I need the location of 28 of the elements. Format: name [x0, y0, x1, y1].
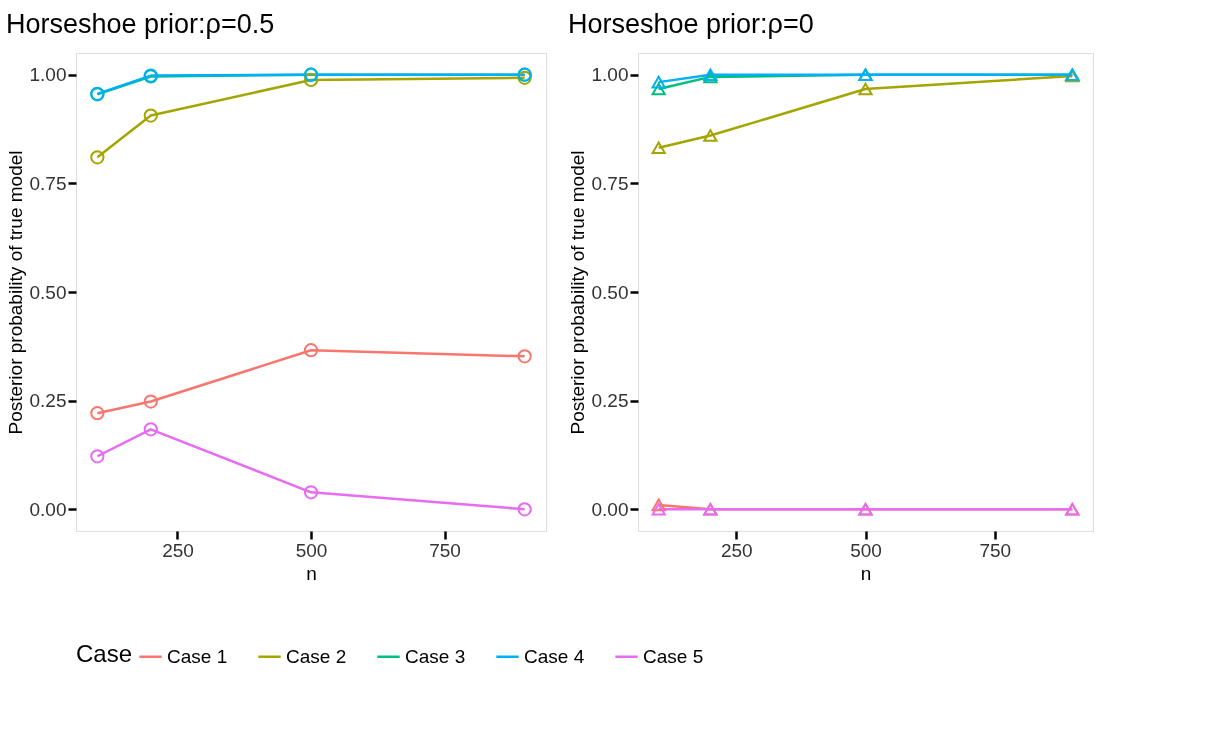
y-tick-label: 0.25	[591, 390, 629, 412]
legend-label: Case 3	[405, 645, 466, 667]
x-axis-title: n	[306, 562, 317, 584]
x-tick-label: 500	[850, 539, 882, 561]
y-tick-label: 0.00	[29, 498, 67, 520]
legend-label: Case 5	[643, 645, 704, 667]
legend-label: Case 4	[524, 645, 585, 667]
chart-title: Horseshoe prior:ρ=0	[568, 9, 814, 39]
y-tick-label: 0.00	[591, 498, 629, 520]
x-tick-label: 250	[720, 539, 753, 561]
x-tick-label: 750	[979, 539, 1012, 561]
legend-title: Case	[76, 640, 133, 667]
y-tick-label: 0.75	[591, 172, 629, 194]
y-axis-title: Posterior probability of true model	[566, 150, 588, 435]
y-tick-label: 1.00	[591, 64, 629, 86]
y-tick-label: 0.75	[29, 172, 67, 194]
y-tick-label: 1.00	[29, 64, 67, 86]
chart-title: Horseshoe prior:ρ=0.5	[6, 9, 275, 39]
x-tick-label: 750	[429, 539, 461, 561]
y-tick-label: 0.50	[591, 281, 629, 303]
legend-label: Case 2	[286, 645, 347, 667]
y-tick-label: 0.50	[29, 281, 67, 303]
y-tick-label: 0.25	[29, 390, 67, 412]
y-axis-title: Posterior probability of true model	[4, 150, 26, 435]
x-axis-title: n	[860, 562, 872, 584]
x-tick-label: 250	[162, 539, 194, 561]
x-tick-label: 500	[295, 539, 328, 561]
legend-label: Case 1	[167, 645, 228, 667]
